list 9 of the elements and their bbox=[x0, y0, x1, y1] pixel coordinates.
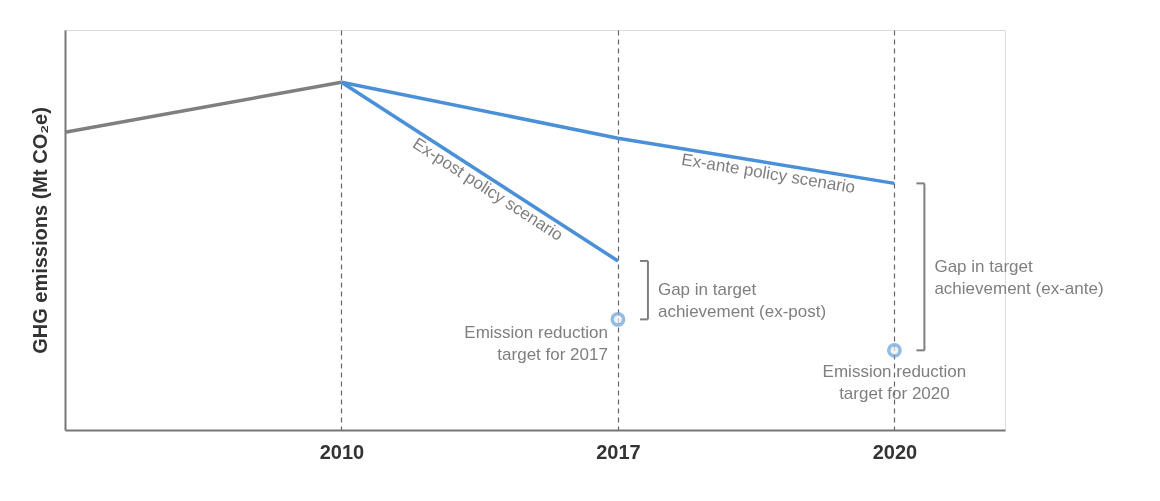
annotation: Emission reduction target for 2020 bbox=[822, 362, 967, 404]
x-tick-label: 2017 bbox=[596, 440, 641, 463]
x-tick-label: 2010 bbox=[319, 440, 365, 463]
annotation: Emission reduction target for 2017 bbox=[464, 323, 608, 365]
annotation: Gap in target achievement (ex-post) bbox=[657, 280, 827, 322]
annotation: Gap in target achievement (ex-ante) bbox=[934, 256, 1104, 298]
text: Ex-ante policy scenario bbox=[680, 149, 857, 197]
x-tick-label: 2020 bbox=[872, 440, 918, 463]
y-axis-title: GHG emissions (Mt CO₂e) bbox=[28, 107, 51, 354]
